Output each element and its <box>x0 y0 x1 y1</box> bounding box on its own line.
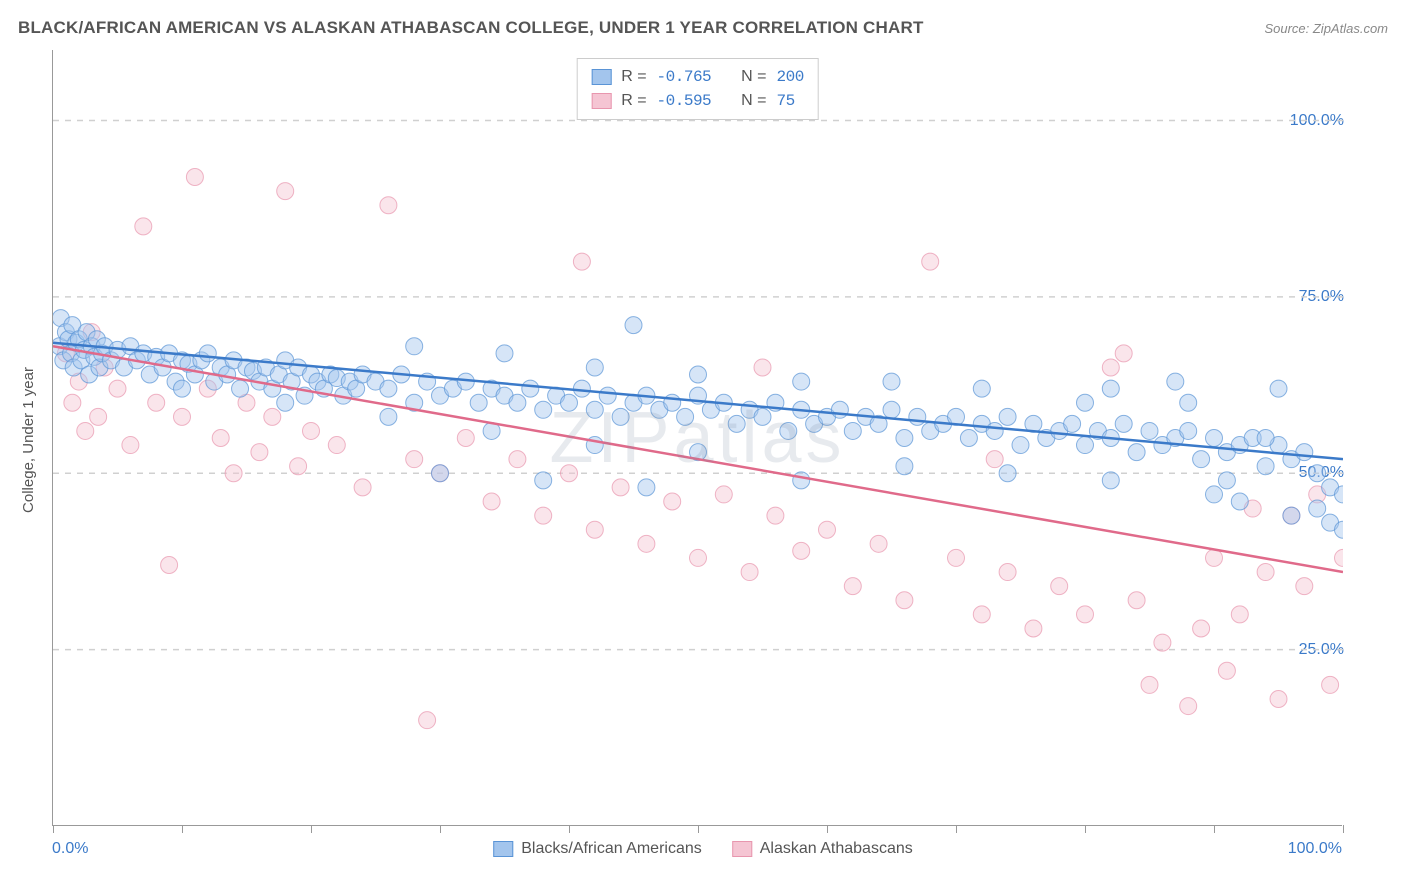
legend-swatch-0 <box>591 69 611 85</box>
r-label-0: R = <box>621 65 646 89</box>
xtick <box>1214 825 1215 833</box>
n-value-1: 75 <box>776 89 794 113</box>
r-value-1: -0.595 <box>657 89 712 113</box>
chart-source: Source: ZipAtlas.com <box>1264 21 1388 36</box>
chart-header: BLACK/AFRICAN AMERICAN VS ALASKAN ATHABA… <box>18 18 1388 38</box>
legend-stats-row-1: R = -0.595 N = 75 <box>591 89 804 113</box>
legend-stats-row-0: R = -0.765 N = 200 <box>591 65 804 89</box>
r-value-0: -0.765 <box>657 65 712 89</box>
xtick-label: 0.0% <box>52 840 88 858</box>
xtick <box>1343 825 1344 833</box>
legend-series-0: Blacks/African Americans <box>493 840 702 858</box>
xtick <box>182 825 183 833</box>
legend-series-label-0: Blacks/African Americans <box>521 840 702 858</box>
plot-region: ZIPatlas 25.0%50.0%75.0%100.0% R = -0.76… <box>52 50 1342 826</box>
scatter-svg <box>53 50 1343 826</box>
chart-area: ZIPatlas 25.0%50.0%75.0%100.0% R = -0.76… <box>52 50 1390 826</box>
chart-title: BLACK/AFRICAN AMERICAN VS ALASKAN ATHABA… <box>18 18 924 38</box>
xtick <box>311 825 312 833</box>
legend-series-swatch-1 <box>732 841 752 857</box>
xtick <box>569 825 570 833</box>
legend-series-1: Alaskan Athabascans <box>732 840 913 858</box>
n-label-1: N = <box>741 89 766 113</box>
xtick <box>1085 825 1086 833</box>
n-value-0: 200 <box>776 65 803 89</box>
n-label-0: N = <box>741 65 766 89</box>
legend-series: Blacks/African Americans Alaskan Athabas… <box>493 840 913 858</box>
xtick <box>827 825 828 833</box>
y-axis-label: College, Under 1 year <box>20 367 37 513</box>
xtick <box>956 825 957 833</box>
xtick <box>440 825 441 833</box>
xtick-label: 100.0% <box>1288 840 1342 858</box>
legend-stats: R = -0.765 N = 200 R = -0.595 N = 75 <box>576 58 819 120</box>
xtick <box>53 825 54 833</box>
xtick <box>698 825 699 833</box>
legend-series-swatch-0 <box>493 841 513 857</box>
r-label-1: R = <box>621 89 646 113</box>
legend-series-label-1: Alaskan Athabascans <box>760 840 913 858</box>
legend-swatch-1 <box>591 93 611 109</box>
